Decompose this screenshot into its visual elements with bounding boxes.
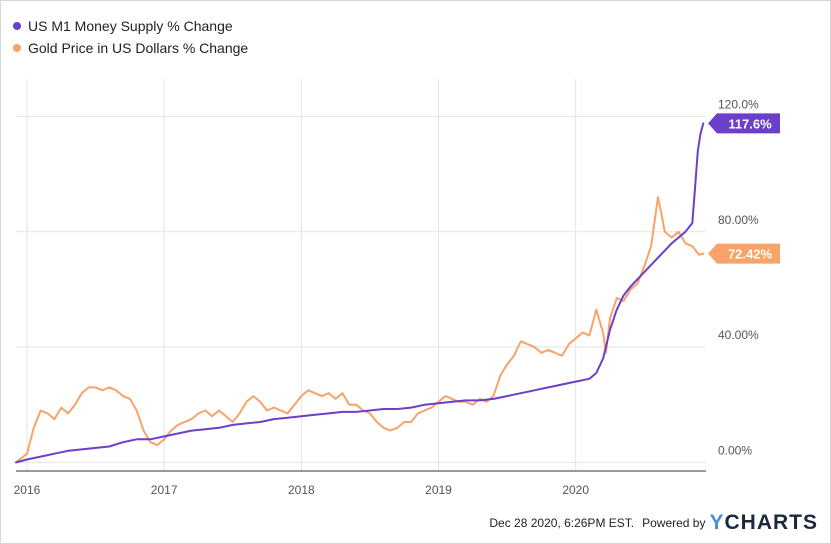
legend-label-gold: Gold Price in US Dollars % Change: [28, 40, 249, 56]
y-tick-label-0.00%: 0.00%: [718, 443, 752, 457]
legend-label-m1: US M1 Money Supply % Change: [28, 18, 233, 34]
footer: Dec 28 2020, 6:26PM EST. Powered by YCHA…: [489, 511, 818, 535]
end-badge-gold: [708, 243, 780, 264]
legend-item-gold[interactable]: Gold Price in US Dollars % Change: [13, 37, 248, 59]
ycharts-logo[interactable]: YCHARTS: [709, 511, 818, 535]
y-tick-label-120.0%: 120.0%: [718, 97, 759, 111]
y-tick-label-40.00%: 40.00%: [718, 328, 759, 342]
y-tick-label-80.00%: 80.00%: [718, 213, 759, 227]
series-line-m1: [15, 122, 705, 464]
x-tick-label-2018: 2018: [288, 483, 315, 497]
powered-by-label: Powered by: [642, 516, 706, 530]
end-badge-m1: [708, 113, 780, 134]
legend-dot-m1-icon: [13, 22, 21, 30]
x-tick-label-2017: 2017: [151, 483, 178, 497]
logo-y: Y: [709, 511, 725, 534]
x-tick-label-2020: 2020: [562, 483, 589, 497]
legend: US M1 Money Supply % Change Gold Price i…: [13, 15, 248, 59]
x-tick-label-2019: 2019: [425, 483, 452, 497]
legend-item-m1[interactable]: US M1 Money Supply % Change: [13, 15, 248, 37]
x-tick-label-2016: 2016: [14, 483, 41, 497]
logo-charts: CHARTS: [724, 511, 818, 534]
end-value-label-gold: 72.42%: [728, 247, 773, 262]
timestamp: Dec 28 2020, 6:26PM EST.: [489, 516, 635, 530]
legend-dot-gold-icon: [13, 44, 21, 52]
end-value-label-m1: 117.6%: [728, 116, 772, 131]
series-line-gold: [15, 196, 705, 464]
